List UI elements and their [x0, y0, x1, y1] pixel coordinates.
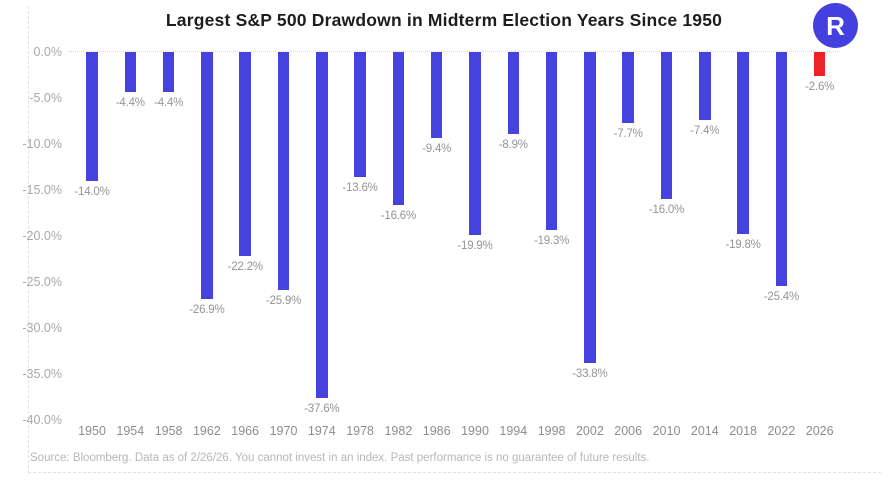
bar-1950 — [86, 52, 98, 181]
x-tick-label: 1982 — [384, 424, 413, 438]
bar-1954 — [124, 52, 137, 93]
y-tick-label: -40.0% — [22, 413, 62, 427]
r-logo-icon: R — [813, 3, 858, 48]
x-tick-label: 2026 — [805, 424, 834, 438]
bar-1998 — [545, 52, 558, 230]
y-tick-label: -25.0% — [22, 275, 62, 289]
x-tick-label: 1994 — [499, 424, 528, 438]
x-tick-label: 1966 — [231, 424, 260, 438]
bar-1990 — [469, 52, 481, 236]
bar-1994 — [507, 52, 520, 134]
bar-value-label: -9.4% — [422, 143, 452, 156]
bar-value-label: -2.6% — [805, 80, 835, 93]
bar-1966 — [239, 52, 251, 257]
zero-gridline — [68, 51, 840, 52]
bar-value-label: -13.6% — [342, 182, 378, 195]
bar-1970 — [277, 52, 290, 291]
x-tick-label: 2006 — [614, 424, 643, 438]
bar-value-label: -8.9% — [498, 138, 528, 151]
y-tick-label: -30.0% — [22, 321, 62, 335]
source-note: Source: Bloomberg. Data as of 2/26/26. Y… — [30, 452, 650, 464]
y-tick-label: 0.0% — [33, 45, 63, 59]
y-tick-label: -10.0% — [22, 137, 62, 151]
bar-1978 — [354, 52, 366, 178]
x-tick-label: 2010 — [652, 424, 681, 438]
bar-value-label: -7.7% — [613, 127, 643, 140]
bar-2010 — [660, 52, 673, 200]
bar-value-label: -16.6% — [380, 209, 417, 222]
x-tick-label: 2022 — [767, 424, 796, 438]
bar-value-label: -33.8% — [572, 367, 608, 380]
x-tick-label: 1970 — [269, 424, 298, 438]
bar-value-label: -25.4% — [763, 290, 800, 303]
bar-2022 — [775, 52, 788, 286]
x-tick-label: 1950 — [78, 424, 106, 438]
bar-value-label: -4.4% — [154, 97, 184, 110]
y-tick-label: -20.0% — [22, 229, 62, 243]
x-tick-label: 1974 — [307, 424, 336, 438]
x-tick-label: 1986 — [422, 424, 451, 438]
bar-value-label: -25.9% — [265, 295, 302, 308]
bar-value-label: -26.9% — [189, 304, 225, 317]
bar-1982 — [392, 52, 405, 205]
y-tick-label: -15.0% — [22, 183, 62, 197]
bar-value-label: -19.9% — [457, 240, 493, 253]
x-tick-label: 2014 — [690, 424, 719, 438]
bar-2006 — [622, 52, 634, 123]
x-tick-label: 1958 — [154, 424, 183, 438]
bar-1958 — [162, 52, 175, 93]
x-tick-label: 1962 — [192, 424, 221, 438]
x-tick-label: 1954 — [116, 424, 145, 438]
bar-value-label: -7.4% — [690, 125, 720, 138]
bar-value-label: -19.3% — [533, 234, 570, 247]
x-tick-label: 1990 — [461, 424, 489, 438]
bar-2026 — [813, 52, 826, 76]
bar-value-label: -14.0% — [74, 185, 110, 198]
bar-value-label: -19.8% — [725, 239, 761, 252]
bar-value-label: -37.6% — [304, 402, 340, 415]
chart-title: Largest S&P 500 Drawdown in Midterm Elec… — [165, 10, 723, 30]
bar-1986 — [430, 52, 443, 139]
bar-2018 — [737, 52, 749, 235]
y-tick-label: -5.0% — [29, 91, 62, 105]
x-tick-label: 2002 — [575, 424, 604, 438]
bar-value-label: -16.0% — [648, 204, 685, 217]
bar-1962 — [201, 52, 213, 300]
bar-2002 — [584, 52, 596, 363]
x-tick-label: 2018 — [729, 424, 757, 438]
x-tick-label: 1978 — [346, 424, 374, 438]
logo-letter: R — [826, 10, 845, 41]
bar-value-label: -22.2% — [227, 261, 263, 274]
x-tick-label: 1998 — [537, 424, 566, 438]
bar-value-label: -4.4% — [115, 97, 145, 110]
bar-2014 — [699, 52, 711, 121]
bar-1974 — [316, 52, 328, 398]
y-tick-label: -35.0% — [22, 367, 62, 381]
